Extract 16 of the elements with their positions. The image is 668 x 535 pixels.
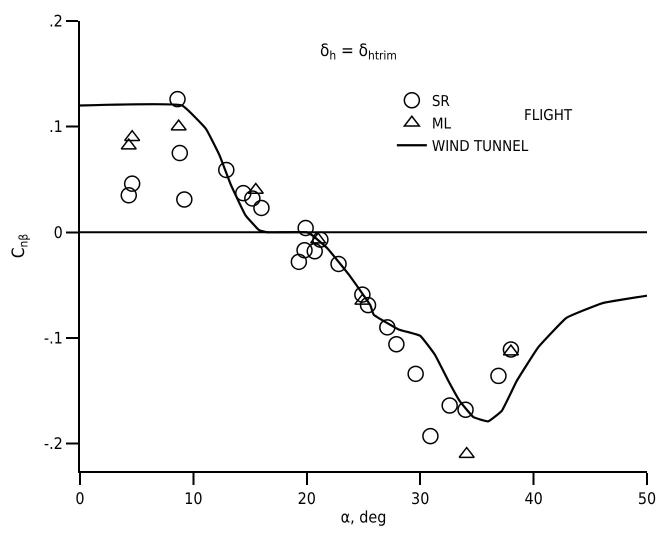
x-tick-label: 20 [298, 489, 316, 508]
legend-label: WIND TUNNEL [432, 137, 529, 156]
x-axis-title: α, deg [340, 507, 386, 526]
y-tick-label: .2 [49, 12, 63, 31]
annotation: FLIGHT [524, 106, 573, 124]
x-tick-label: 40 [524, 489, 543, 508]
legend-label: SR [432, 92, 450, 110]
y-tick-label: 0 [54, 222, 63, 242]
y-tick-label: -.1 [44, 328, 63, 348]
y-tick-label: .1 [49, 117, 63, 136]
x-tick-label: 50 [638, 489, 656, 508]
x-tick-label: 30 [411, 489, 430, 508]
legend-label: ML [432, 114, 452, 133]
y-tick-label: -.2 [44, 434, 63, 454]
x-tick-label: 10 [184, 489, 203, 508]
x-tick-label: 0 [75, 489, 85, 508]
